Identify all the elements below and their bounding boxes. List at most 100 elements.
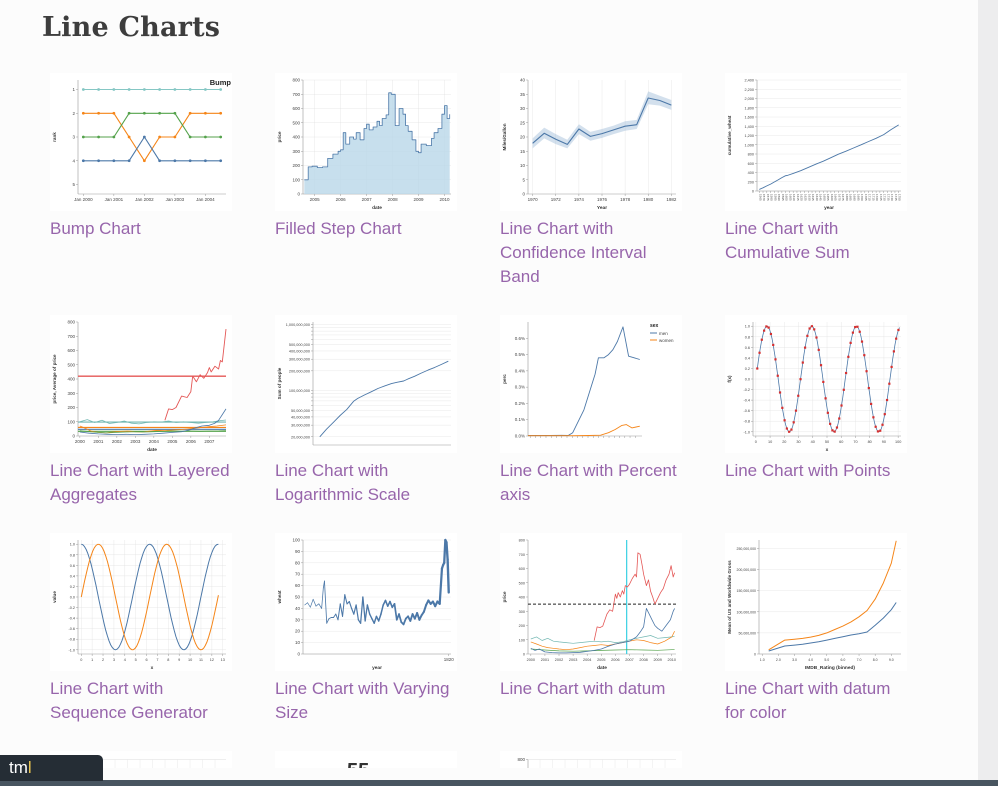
svg-text:2004: 2004 bbox=[149, 439, 160, 444]
svg-text:1580: 1580 bbox=[770, 194, 774, 201]
svg-text:10: 10 bbox=[295, 640, 301, 645]
svg-text:30: 30 bbox=[295, 617, 301, 622]
bottom-edge-bar bbox=[0, 780, 998, 786]
svg-text:5: 5 bbox=[522, 177, 525, 182]
svg-text:0.6: 0.6 bbox=[745, 346, 750, 350]
link-filled-step-chart[interactable]: Filled Step Chart bbox=[275, 219, 402, 238]
svg-text:20: 20 bbox=[782, 440, 786, 444]
thumbnail-logarithmic-scale[interactable]: 1,000,000,000 500,000,000 400,000,000 300,0… bbox=[275, 315, 457, 453]
svg-text:4: 4 bbox=[124, 658, 126, 662]
svg-text:30,000,000: 30,000,000 bbox=[291, 424, 310, 428]
link-sequence-generator[interactable]: Line Chart with Sequence Generator bbox=[50, 679, 208, 722]
svg-text:70: 70 bbox=[853, 440, 857, 444]
thumbnail-filled-step-chart[interactable]: 0 100 200 300 400 500 600 700 800 2005 2006 2007 200… bbox=[275, 73, 457, 211]
gallery-cell: -1.0 -0.8 -0.6 -0.4 -0.2 0.0 0.2 0.4 0.6 0.8 1.0 0 1… bbox=[725, 315, 907, 507]
link-bump-chart[interactable]: Bump Chart bbox=[50, 219, 141, 238]
link-points[interactable]: Line Chart with Points bbox=[725, 461, 891, 480]
thumbnail-datum[interactable]: 0 100 200 300 400 500 600 700 800 2000 2001 2002 200… bbox=[500, 533, 682, 671]
svg-text:1.0: 1.0 bbox=[70, 543, 75, 547]
gallery-cell: -1.0 -0.8 -0.6 -0.4 -0.2 0.0 0.2 0.4 0.6 0.8 1.0 0 1… bbox=[50, 533, 232, 725]
thumbnail-cumulative-sum[interactable]: 0 200 400 600 800 1,000 1,200 1,400 1,600 1,800 2,… bbox=[725, 73, 907, 211]
link-varying-size[interactable]: Line Chart with Varying Size bbox=[275, 679, 450, 722]
svg-text:800: 800 bbox=[748, 153, 754, 157]
svg-text:0.3%: 0.3% bbox=[515, 385, 525, 390]
svg-text:2001: 2001 bbox=[93, 439, 104, 444]
svg-text:1685: 1685 bbox=[849, 194, 853, 201]
link-datum-for-color[interactable]: Line Chart with datum for color bbox=[725, 679, 891, 722]
thumbnail-confidence-interval-band[interactable]: 0 5 10 15 20 25 30 35 40 1970 1972 1974 1976 1978 1980… bbox=[500, 73, 682, 211]
svg-text:1740: 1740 bbox=[890, 194, 894, 201]
svg-text:1,000: 1,000 bbox=[744, 143, 754, 147]
svg-text:40: 40 bbox=[295, 606, 301, 611]
svg-text:400: 400 bbox=[519, 596, 525, 600]
svg-text:50,000,000: 50,000,000 bbox=[738, 631, 756, 635]
svg-text:3.0: 3.0 bbox=[792, 658, 797, 662]
svg-text:1665: 1665 bbox=[834, 194, 838, 201]
partial-thumbnail-3[interactable]: 800 bbox=[500, 751, 682, 768]
svg-text:-0.4: -0.4 bbox=[68, 617, 75, 621]
svg-text:price, Average of price: price, Average of price bbox=[52, 354, 57, 404]
svg-text:1645: 1645 bbox=[819, 194, 823, 201]
svg-text:500: 500 bbox=[292, 120, 300, 125]
link-layered-aggregates[interactable]: Line Chart with Layered Aggregates bbox=[50, 461, 230, 504]
svg-text:9: 9 bbox=[178, 658, 180, 662]
gallery-cell: 1,000,000,000 500,000,000 400,000,000 300,0… bbox=[275, 315, 457, 507]
svg-text:0: 0 bbox=[523, 653, 525, 657]
svg-text:women: women bbox=[659, 338, 674, 343]
thumbnail-sequence-generator[interactable]: -1.0 -0.8 -0.6 -0.4 -0.2 0.0 0.2 0.4 0.6 0.8 1.0 0 1… bbox=[50, 533, 232, 671]
svg-text:10: 10 bbox=[520, 163, 526, 168]
thumbnail-varying-size[interactable]: 0 10 20 30 40 50 60 70 80 90 100 1820 wheat year bbox=[275, 533, 457, 671]
svg-text:8: 8 bbox=[167, 658, 169, 662]
svg-text:2: 2 bbox=[72, 111, 75, 116]
svg-text:2004: 2004 bbox=[583, 658, 591, 662]
svg-text:600: 600 bbox=[519, 567, 525, 571]
thumbnail-points[interactable]: -1.0 -0.8 -0.6 -0.4 -0.2 0.0 0.2 0.4 0.6 0.8 1.0 0 1… bbox=[725, 315, 907, 453]
svg-text:0.2: 0.2 bbox=[745, 367, 750, 371]
thumbnail-bump-chart[interactable]: 1 2 3 4 5 Jan 2000 Jan 2001 Jan 2002 Jan 2003 Jan… bbox=[50, 73, 232, 211]
svg-text:1585: 1585 bbox=[773, 194, 777, 201]
svg-text:year: year bbox=[824, 205, 834, 211]
svg-text:500: 500 bbox=[519, 581, 525, 585]
svg-text:1820: 1820 bbox=[444, 657, 455, 662]
svg-text:50: 50 bbox=[825, 440, 829, 444]
svg-text:-0.8: -0.8 bbox=[68, 638, 75, 642]
scrollbar-track[interactable] bbox=[978, 0, 998, 786]
svg-text:-0.6: -0.6 bbox=[743, 409, 750, 413]
svg-text:2008: 2008 bbox=[639, 658, 647, 662]
svg-text:1715: 1715 bbox=[871, 194, 875, 201]
link-datum[interactable]: Line Chart with datum bbox=[500, 679, 666, 698]
svg-text:300: 300 bbox=[67, 391, 75, 396]
svg-text:1670: 1670 bbox=[837, 194, 841, 201]
svg-text:50,000,000: 50,000,000 bbox=[291, 409, 310, 413]
svg-text:1710: 1710 bbox=[868, 194, 872, 201]
svg-text:1,200: 1,200 bbox=[744, 134, 754, 138]
thumbnail-layered-aggregates[interactable]: 0 100 200 300 400 500 600 700 800 2000 2001 2002 200… bbox=[50, 315, 232, 453]
thumbnail-percent-axis[interactable]: 0.0% 0.1% 0.2% 0.3% 0.4% 0.5% 0.6% perc sex men wo… bbox=[500, 315, 682, 453]
svg-text:0: 0 bbox=[297, 192, 300, 197]
link-percent-axis[interactable]: Line Chart with Percent axis bbox=[500, 461, 677, 504]
link-cumulative-sum[interactable]: Line Chart with Cumulative Sum bbox=[725, 219, 850, 262]
thumbnail-datum-for-color[interactable]: 0 50,000,000 100,000,000 150,000,000 200,000… bbox=[725, 533, 907, 671]
svg-text:1,800: 1,800 bbox=[744, 106, 754, 110]
svg-text:5: 5 bbox=[135, 658, 137, 662]
gallery-cell: 0 50,000,000 100,000,000 150,000,000 200,000… bbox=[725, 533, 907, 725]
next-row-partial: 600 55 800 bbox=[0, 751, 978, 768]
svg-text:1: 1 bbox=[91, 658, 93, 662]
svg-text:0.4: 0.4 bbox=[70, 574, 75, 578]
svg-text:1970: 1970 bbox=[528, 197, 539, 202]
svg-text:cumulative_wheat: cumulative_wheat bbox=[727, 115, 732, 155]
svg-text:2006: 2006 bbox=[336, 197, 347, 202]
svg-text:2007: 2007 bbox=[362, 197, 373, 202]
partial-thumbnail-2[interactable]: 55 bbox=[275, 751, 457, 768]
svg-text:Jan 2002: Jan 2002 bbox=[135, 197, 154, 202]
svg-text:0.4%: 0.4% bbox=[515, 368, 525, 373]
svg-text:2.0: 2.0 bbox=[776, 658, 781, 662]
svg-text:0: 0 bbox=[297, 652, 300, 657]
svg-text:2,000: 2,000 bbox=[744, 97, 754, 101]
svg-text:0: 0 bbox=[754, 653, 756, 657]
link-logarithmic-scale[interactable]: Line Chart with Logarithmic Scale bbox=[275, 461, 411, 504]
link-confidence-interval-band[interactable]: Line Chart with Confidence Interval Band bbox=[500, 219, 647, 286]
svg-text:1,400: 1,400 bbox=[744, 125, 754, 129]
svg-text:13: 13 bbox=[221, 658, 225, 662]
svg-text:2005: 2005 bbox=[310, 197, 321, 202]
